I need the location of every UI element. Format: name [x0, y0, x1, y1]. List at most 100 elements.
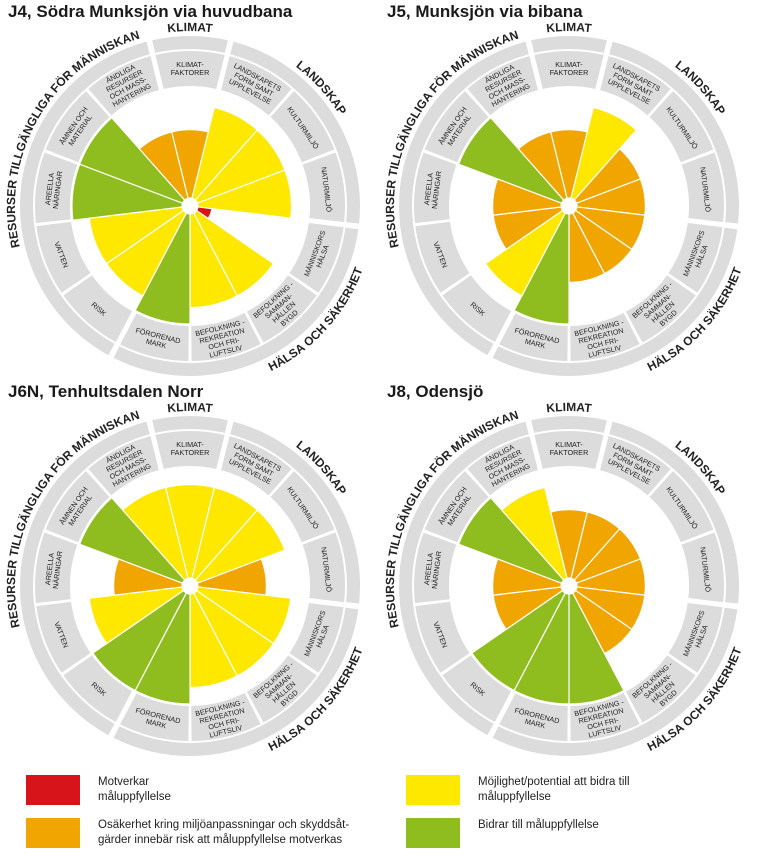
- aspect-cell-risk: [442, 655, 513, 723]
- panel-title: J8, Odensjö: [387, 382, 484, 401]
- group-divider: [594, 418, 613, 473]
- aspect-cell-areella: [414, 152, 457, 224]
- panel-title: J5, Munksjön via bibana: [387, 2, 583, 21]
- group-divider: [685, 217, 741, 230]
- aspect-cell-risk: [63, 655, 134, 723]
- aspect-cell-manniskors_halsa: [289, 601, 344, 673]
- legend-swatch-yellow: [406, 775, 460, 805]
- aspect-label-rekreation: BEFOLKNING -REKREATIONOCH FRI-LUFTSLIV: [194, 697, 252, 742]
- group-divider: [306, 597, 362, 610]
- aspect-cell-landskapets_form: [219, 55, 292, 116]
- group-klimat-ring: [152, 36, 228, 53]
- aspect-cell-andliga: [467, 435, 540, 496]
- sectors: [71, 106, 292, 325]
- sectors: [457, 106, 646, 325]
- aspect-cell-klimatfaktorer: [533, 50, 605, 90]
- group-klimat-ring: [531, 36, 607, 53]
- aspect-cell-naturmiljo: [302, 532, 346, 604]
- group-label-klimat: KLIMAT: [167, 20, 214, 35]
- aspect-cell-amnen: [45, 471, 110, 543]
- group-resurser-ring: [399, 41, 529, 356]
- aspect-cell-fororenad_mark: [119, 312, 189, 361]
- aspect-label-klimatfaktorer: KLIMAT-FAKTORER: [550, 440, 589, 457]
- aspect-cell-befolkning: [625, 655, 696, 723]
- aspect-cell-landskapets_form: [219, 435, 292, 496]
- aspect-cell-areella: [35, 532, 78, 604]
- aspect-cell-klimatfaktorer: [533, 431, 605, 470]
- legend-item-yellow: Möjlighet/potential att bidra till målup…: [406, 775, 757, 805]
- legend-label: Osäkerhet kring miljöanpassningar och sk…: [98, 819, 350, 846]
- group-klimat-ring: [531, 416, 607, 433]
- diagram-panel-j6n: KLIMAT LANDSKAP HÄLSA OCH SÄKERHET RESURSER…: [0, 380, 378, 760]
- group-landskap-ring: [230, 41, 360, 224]
- aspect-cell-manniskors_halsa: [668, 601, 723, 673]
- aspect-cell-manniskors_halsa: [289, 221, 344, 293]
- aspect-label-landskapets_form: LANDSKAPETSFORM SAMTUPPLEVELSE: [604, 441, 662, 488]
- group-halsa-ring: [492, 227, 738, 377]
- legend-swatch-green: [406, 818, 460, 848]
- group-halsa-ring: [113, 607, 359, 756]
- aspect-label-klimatfaktorer: KLIMAT-FAKTORER: [171, 60, 210, 77]
- aspect-cell-befolkning: [246, 275, 317, 343]
- group-divider: [215, 418, 234, 473]
- aspect-label-klimatfaktorer: KLIMAT-FAKTORER: [550, 60, 589, 77]
- panel-title: J4, Södra Munksjön via huvudbana: [8, 2, 293, 21]
- aspect-cell-rekreation: [191, 312, 261, 361]
- sectors: [457, 486, 646, 705]
- aspect-cell-areella: [414, 532, 457, 604]
- legend-item-green: Bidrar till måluppfyllelse: [406, 818, 757, 848]
- legend-label: Motverkar måluppfyllelse: [98, 776, 171, 803]
- group-halsa-ring: [113, 227, 359, 377]
- group-resurser-ring: [20, 421, 150, 736]
- group-divider: [486, 689, 517, 740]
- group-klimat-ring: [152, 416, 228, 433]
- group-resurser-ring: [20, 41, 150, 356]
- center-hole: [182, 578, 198, 594]
- legend: Motverkar måluppfyllelse Möjlighet/poten…: [0, 760, 757, 860]
- aspect-label-klimatfaktorer: KLIMAT-FAKTORER: [171, 440, 210, 457]
- center-hole: [182, 198, 198, 214]
- aspect-cell-kulturmiljo: [649, 91, 714, 163]
- panel-title: J6N, Tenhultsdalen Norr: [8, 382, 204, 401]
- aspect-cell-areella: [35, 152, 78, 224]
- legend-label: Bidrar till måluppfyllelse: [478, 819, 599, 831]
- aspect-cell-befolkning: [625, 275, 696, 343]
- group-divider: [107, 689, 138, 740]
- group-landskap-ring: [230, 421, 360, 604]
- group-landskap-ring: [609, 421, 739, 604]
- aspect-cell-amnen: [424, 91, 489, 163]
- aspect-cell-manniskors_halsa: [668, 221, 723, 293]
- aspect-cell-risk: [442, 275, 513, 343]
- group-halsa-ring: [492, 607, 738, 756]
- group-divider: [685, 597, 741, 610]
- aspect-cell-rekreation: [570, 692, 640, 741]
- diagram-panel-j5: KLIMAT LANDSKAP HÄLSA OCH SÄKERHET RESURSER…: [379, 0, 757, 380]
- center-hole: [561, 198, 577, 214]
- aspect-cell-fororenad_mark: [498, 692, 568, 741]
- group-resurser-ring: [399, 421, 529, 736]
- aspect-cell-amnen: [45, 91, 110, 163]
- aspect-cell-rekreation: [570, 312, 640, 361]
- aspect-cell-landskapets_form: [598, 55, 671, 116]
- aspect-cell-andliga: [467, 55, 540, 116]
- legend-label: Möjlighet/potential att bidra till målup…: [478, 776, 630, 803]
- aspect-cell-klimatfaktorer: [154, 431, 226, 470]
- aspect-cell-naturmiljo: [302, 152, 346, 224]
- aspect-cell-kulturmiljo: [270, 471, 335, 543]
- aspect-cell-kulturmiljo: [649, 471, 714, 543]
- group-label-klimat: KLIMAT: [546, 20, 593, 35]
- diagram-panel-j4: KLIMAT LANDSKAP HÄLSA OCH SÄKERHET RESURSER…: [0, 0, 378, 380]
- group-divider: [146, 38, 165, 93]
- aspect-cell-vatten: [36, 601, 91, 673]
- legend-item-red: Motverkar måluppfyllelse: [26, 775, 388, 805]
- aspect-cell-klimatfaktorer: [154, 50, 226, 90]
- aspect-cell-amnen: [424, 471, 489, 543]
- aspect-cell-fororenad_mark: [119, 692, 189, 741]
- group-label-klimat: KLIMAT: [167, 400, 214, 415]
- aspect-cell-andliga: [88, 55, 161, 116]
- legend-item-orange: Osäkerhet kring miljöanpassningar och sk…: [26, 818, 388, 848]
- sectors: [78, 483, 292, 705]
